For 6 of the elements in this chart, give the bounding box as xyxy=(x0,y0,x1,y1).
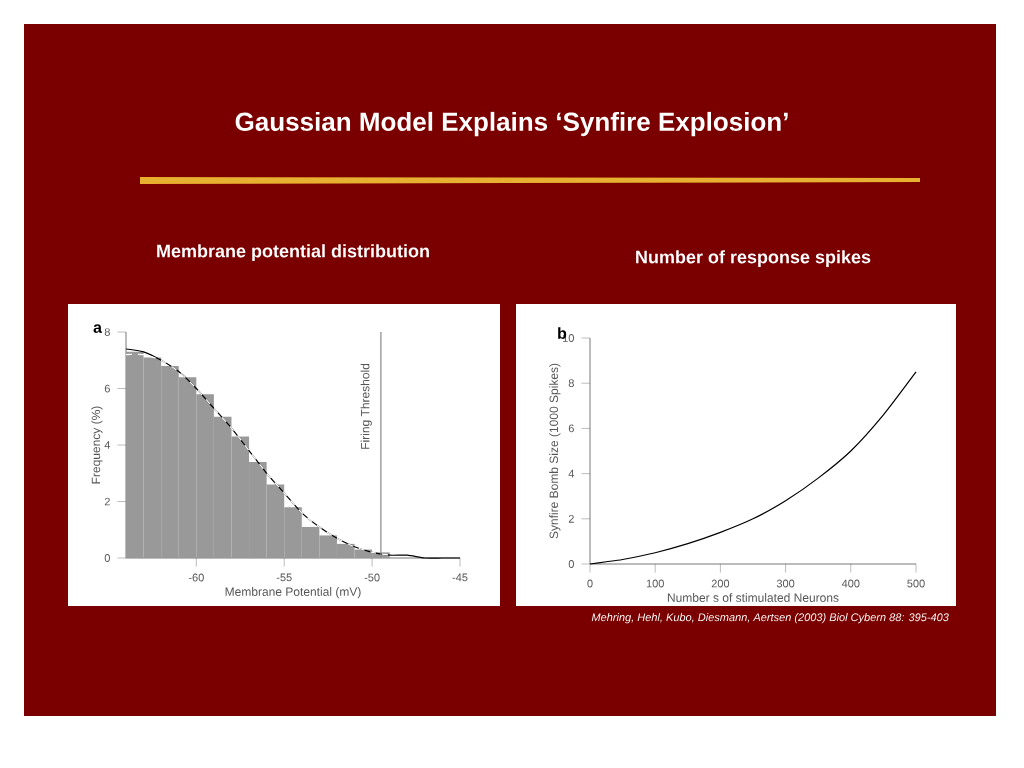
line-series xyxy=(125,353,391,556)
text: a xyxy=(93,324,103,333)
chart-title: Membrane potential distribution xyxy=(157,244,429,261)
text: b xyxy=(558,327,567,339)
text: Gaussian Model Explains ‘Synfire Explosion’ xyxy=(235,111,788,137)
chart-title: Number of response spikes xyxy=(636,250,871,267)
